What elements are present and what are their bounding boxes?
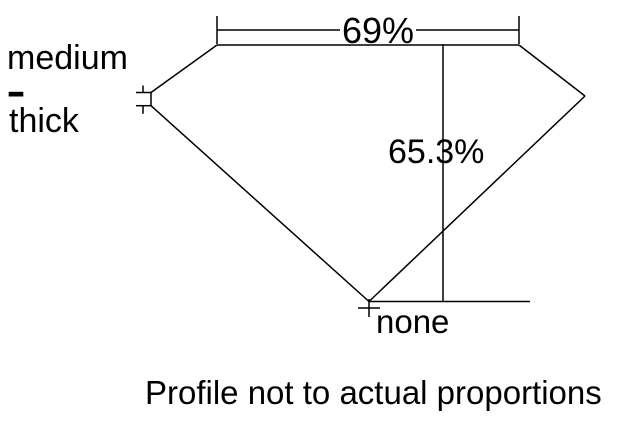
svg-text:Profile not to actual proporti: Profile not to actual proportions: [145, 374, 602, 411]
svg-text:none: none: [376, 303, 449, 340]
svg-text:69%: 69%: [342, 10, 414, 51]
svg-text:thick: thick: [9, 102, 80, 140]
svg-text:65.3%: 65.3%: [388, 133, 484, 171]
